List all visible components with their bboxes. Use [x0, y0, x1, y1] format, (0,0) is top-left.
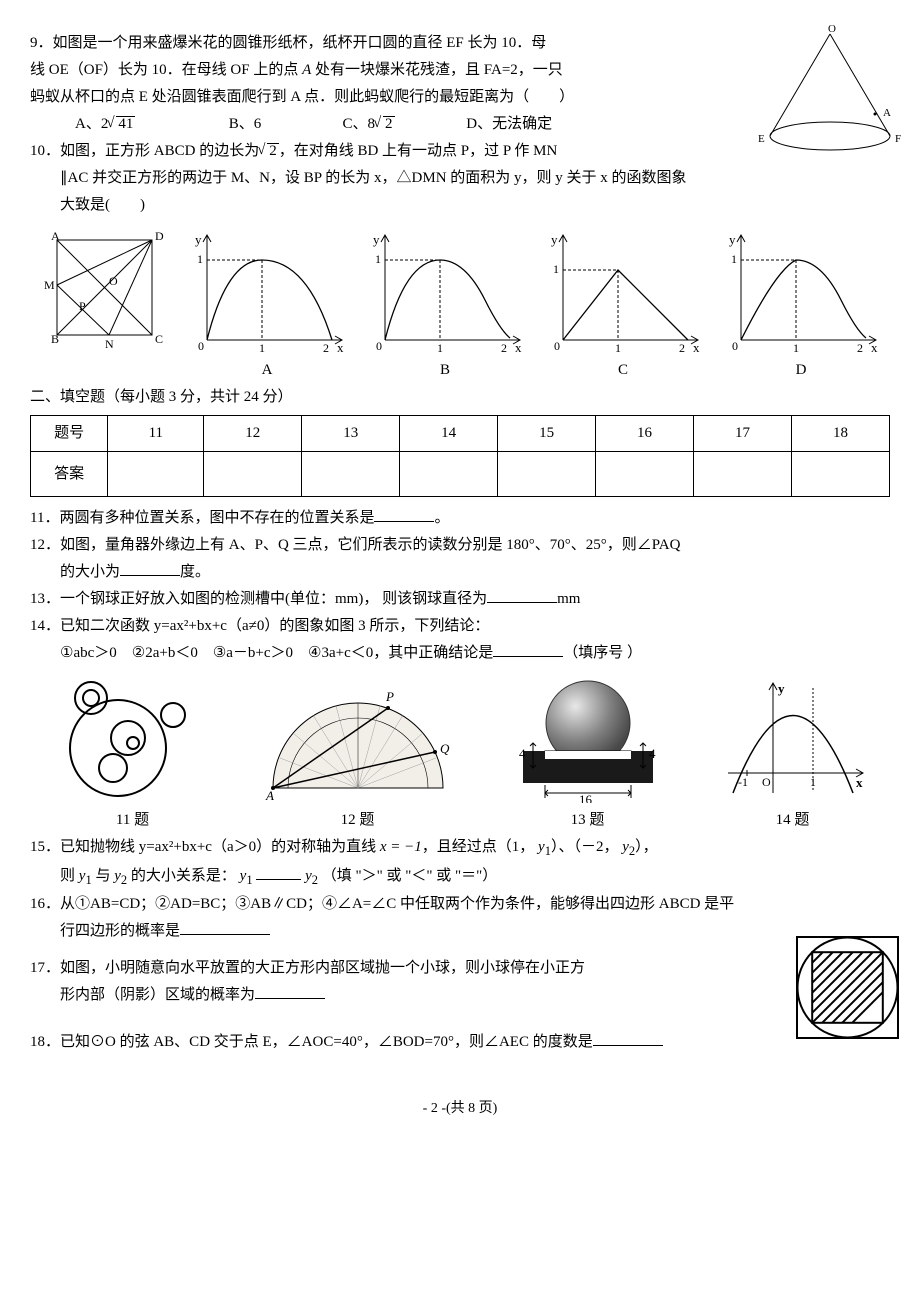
fig-17: [795, 935, 900, 1040]
svg-text:y: y: [373, 232, 380, 247]
svg-text:Q: Q: [440, 741, 450, 756]
q10-graph-b: 1 1 2 0 y x: [365, 230, 525, 355]
page-footer: - 2 -(共 8 页): [30, 1096, 890, 1121]
svg-text:0: 0: [554, 339, 560, 353]
svg-text:N: N: [105, 337, 114, 351]
svg-text:x: x: [515, 340, 522, 355]
svg-text:1: 1: [810, 775, 816, 789]
svg-text:2: 2: [501, 341, 507, 355]
q10-line3: 大致是( ): [30, 192, 890, 219]
q10-figure-row: A D B C M N P O 1 1 2 0 y x: [30, 225, 890, 355]
q10-line2: ∥AC 并交正方形的两边于 M、N，设 BP 的长为 x，△DMN 的面积为 y…: [30, 165, 890, 192]
svg-text:1: 1: [731, 252, 737, 266]
figure-captions: 11 题 12 题 13 题 14 题: [30, 807, 890, 834]
question-12: 12．如图，量角器外缘边上有 A、P、Q 三点，它们所表示的读数分别是 180°…: [30, 532, 890, 586]
question-16: 16．从①AB=CD；②AD=BC；③AB∥CD；④∠A=∠C 中任取两个作为条…: [30, 891, 890, 945]
svg-text:4: 4: [519, 746, 526, 761]
svg-text:1: 1: [197, 252, 203, 266]
svg-text:x: x: [693, 340, 700, 355]
q10-option-labels: A B C D: [30, 357, 890, 384]
q10-graph-d: 1 1 2 0 y x: [721, 230, 881, 355]
svg-text:A: A: [265, 788, 274, 803]
question-9: O A E F 9．如图是一个用来盛爆米花的圆锥形纸杯，纸杯开口圆的直径 EF …: [30, 30, 890, 138]
svg-text:16: 16: [579, 792, 593, 803]
svg-text:0: 0: [198, 339, 204, 353]
question-14: 14．已知二次函数 y=ax²+bx+c（a≠0）的图象如图 3 所示，下列结论…: [30, 613, 890, 667]
cone-figure: O A E F: [755, 24, 905, 159]
svg-text:0: 0: [732, 339, 738, 353]
question-13: 13．一个钢球正好放入如图的检测槽中(单位：mm)， 则该钢球直径为mm: [30, 586, 890, 613]
q10-square-diagram: A D B C M N P O: [39, 225, 169, 355]
q10-graph-a: 1 1 2 0 y x: [187, 230, 347, 355]
svg-text:2: 2: [323, 341, 329, 355]
label-A: A: [883, 107, 891, 119]
svg-text:x: x: [856, 775, 863, 790]
svg-text:y: y: [551, 232, 558, 247]
svg-text:D: D: [155, 229, 164, 243]
figure-row-11-14: P Q A 4 4 16: [30, 673, 890, 803]
fig-11: [53, 673, 213, 803]
svg-text:1: 1: [793, 341, 799, 355]
svg-text:y: y: [195, 232, 202, 247]
svg-text:A: A: [51, 229, 60, 243]
svg-text:C: C: [155, 332, 163, 346]
svg-text:1: 1: [437, 341, 443, 355]
svg-text:O: O: [109, 274, 118, 288]
fig-13: 4 4 16: [503, 673, 673, 803]
svg-text:y: y: [729, 232, 736, 247]
svg-text:2: 2: [857, 341, 863, 355]
label-E: E: [758, 133, 765, 145]
svg-text:P: P: [79, 299, 86, 313]
svg-text:M: M: [44, 278, 55, 292]
svg-text:1: 1: [259, 341, 265, 355]
question-18: 18．已知⊙O 的弦 AB、CD 交于点 E，∠AOC=40°，∠BOD=70°…: [30, 1029, 890, 1056]
label-F: F: [895, 133, 901, 145]
svg-text:O: O: [762, 775, 771, 789]
label-O: O: [828, 24, 836, 35]
question-17: 17．如图，小明随意向水平放置的大正方形内部区域抛一个小球，则小球停在小正方 形…: [30, 955, 890, 1009]
svg-text:P: P: [385, 689, 394, 704]
fig-12: P Q A: [258, 673, 458, 803]
svg-text:B: B: [51, 332, 59, 346]
svg-text:x: x: [337, 340, 344, 355]
svg-text:1: 1: [553, 262, 559, 276]
svg-text:-1: -1: [738, 775, 748, 789]
svg-text:1: 1: [615, 341, 621, 355]
svg-text:y: y: [778, 681, 785, 696]
svg-text:x: x: [871, 340, 878, 355]
table-row: 题号 11121314 15161718: [31, 416, 890, 452]
question-10: 10．如图，正方形 ABCD 的边长为2，在对角线 BD 上有一动点 P，过 P…: [30, 138, 890, 384]
section-2-title: 二、填空题（每小题 3 分，共计 24 分）: [30, 384, 890, 411]
svg-text:2: 2: [679, 341, 685, 355]
svg-text:0: 0: [376, 339, 382, 353]
question-11: 11．两圆有多种位置关系，图中不存在的位置关系是。: [30, 505, 890, 532]
question-15: 15．已知抛物线 y=ax²+bx+c（a＞0）的对称轴为直线 x = −1，且…: [30, 834, 890, 891]
answer-table: 题号 11121314 15161718 答案: [30, 415, 890, 497]
q10-graph-c: 1 1 2 0 y x: [543, 230, 703, 355]
fig-14: y x O 1 -1: [718, 673, 868, 803]
svg-text:1: 1: [375, 252, 381, 266]
svg-text:4: 4: [649, 746, 656, 761]
table-row: 答案: [31, 452, 890, 497]
